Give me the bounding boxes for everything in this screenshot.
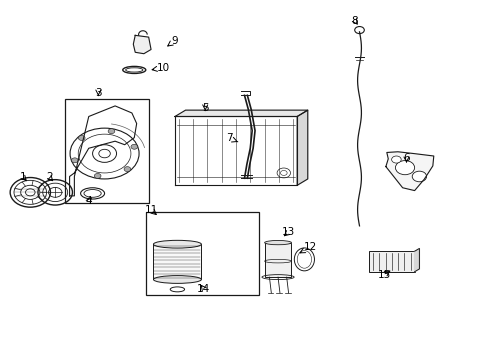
Text: 5: 5 — [202, 103, 208, 113]
Bar — [153, 244, 201, 279]
Bar — [146, 212, 258, 294]
Circle shape — [108, 129, 115, 134]
Polygon shape — [414, 248, 419, 272]
Bar — [264, 243, 291, 277]
Polygon shape — [133, 35, 151, 54]
Polygon shape — [297, 110, 307, 185]
Bar — [64, 99, 148, 203]
Text: 12: 12 — [300, 242, 317, 253]
Polygon shape — [385, 152, 433, 190]
Text: 10: 10 — [152, 63, 169, 73]
Text: 7: 7 — [225, 133, 237, 143]
Ellipse shape — [264, 240, 291, 245]
Circle shape — [94, 174, 101, 178]
Text: 15: 15 — [377, 270, 390, 280]
Text: 11: 11 — [144, 205, 157, 215]
Text: 9: 9 — [167, 36, 178, 46]
Bar — [368, 251, 414, 272]
Text: 4: 4 — [85, 196, 92, 206]
Text: 3: 3 — [95, 87, 102, 98]
Circle shape — [71, 158, 78, 163]
Circle shape — [78, 135, 85, 140]
Circle shape — [411, 171, 426, 182]
Circle shape — [124, 167, 130, 172]
Ellipse shape — [153, 240, 201, 248]
Circle shape — [131, 144, 138, 149]
Text: 1: 1 — [20, 172, 26, 182]
Text: 14: 14 — [197, 284, 210, 294]
Circle shape — [395, 161, 414, 175]
Text: 6: 6 — [402, 153, 409, 163]
Text: 8: 8 — [351, 15, 357, 26]
Text: 2: 2 — [46, 172, 53, 182]
Circle shape — [391, 156, 400, 163]
Ellipse shape — [153, 276, 201, 283]
Text: 13: 13 — [282, 227, 295, 237]
Polygon shape — [175, 110, 307, 117]
